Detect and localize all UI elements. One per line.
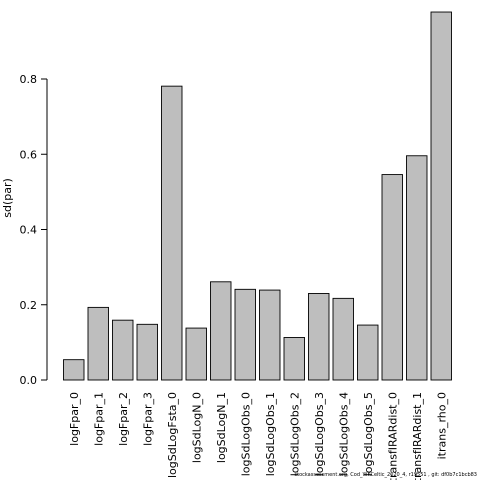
bar-transfIRARdist_1 xyxy=(406,155,428,381)
x-tick-label: logFpar_3 xyxy=(141,392,154,446)
bar-logSdLogN_0 xyxy=(185,327,207,381)
bar-logSdLogObs_1 xyxy=(259,289,281,381)
x-tick-label: transfIRARdist_0 xyxy=(386,392,399,480)
x-tick-label: logSdLogObs_0 xyxy=(239,392,252,476)
x-tick-label: logSdLogN_1 xyxy=(215,392,228,463)
y-tick-label: 0.2 xyxy=(20,299,38,312)
bars-group xyxy=(63,11,452,381)
bar-logSdLogObs_3 xyxy=(308,293,330,381)
x-tick-label: logFpar_0 xyxy=(68,392,81,446)
x-tick-label: logSdLogObs_2 xyxy=(288,392,301,476)
bar-logSdLogFsta_0 xyxy=(161,85,183,381)
bar-logSdLogObs_2 xyxy=(283,337,305,381)
bar-logSdLogObs_5 xyxy=(357,324,379,381)
x-tick-label: logFpar_2 xyxy=(117,392,130,446)
x-tick-label: logSdLogN_0 xyxy=(190,392,203,463)
x-tick-label: logFpar_1 xyxy=(92,392,105,446)
y-tick-label: 0.4 xyxy=(20,224,38,237)
y-axis-label: sd(par) xyxy=(1,178,14,218)
x-tick-label: logSdLogObs_3 xyxy=(313,392,326,476)
bar-logFpar_2 xyxy=(112,319,134,381)
x-tick-label: logSdLogObs_5 xyxy=(362,392,375,476)
footer-text: stockassessment.org, Cod_WKCeltic_2020_4… xyxy=(294,472,478,478)
x-labels-group: logFpar_0 logFpar_1 logFpar_2 logFpar_3 logS… xyxy=(68,392,449,480)
bar-transfIRARdist_0 xyxy=(381,174,403,381)
y-tick-label: 0.0 xyxy=(20,374,38,387)
bar-logFpar_3 xyxy=(136,323,158,381)
y-tick-label: 0.8 xyxy=(20,73,38,86)
bar-logFpar_1 xyxy=(87,306,109,381)
bar-itrans_rho_0 xyxy=(430,11,452,381)
bar-logSdLogN_1 xyxy=(210,281,232,381)
y-tick-label: 0.6 xyxy=(20,148,38,161)
x-tick-label: transfIRARdist_1 xyxy=(411,392,424,480)
x-tick-label: logSdLogObs_1 xyxy=(264,392,277,476)
x-tick-label: itrans_rho_0 xyxy=(435,392,448,459)
bar-logFpar_0 xyxy=(63,359,85,381)
x-tick-label: logSdLogFsta_0 xyxy=(166,392,179,478)
x-tick-label: logSdLogObs_4 xyxy=(337,392,350,476)
bar-logSdLogObs_4 xyxy=(332,297,354,381)
bar-logSdLogObs_0 xyxy=(234,288,256,381)
y-ticks-group: 0.0 0.2 0.4 0.6 0.8 xyxy=(20,73,47,387)
